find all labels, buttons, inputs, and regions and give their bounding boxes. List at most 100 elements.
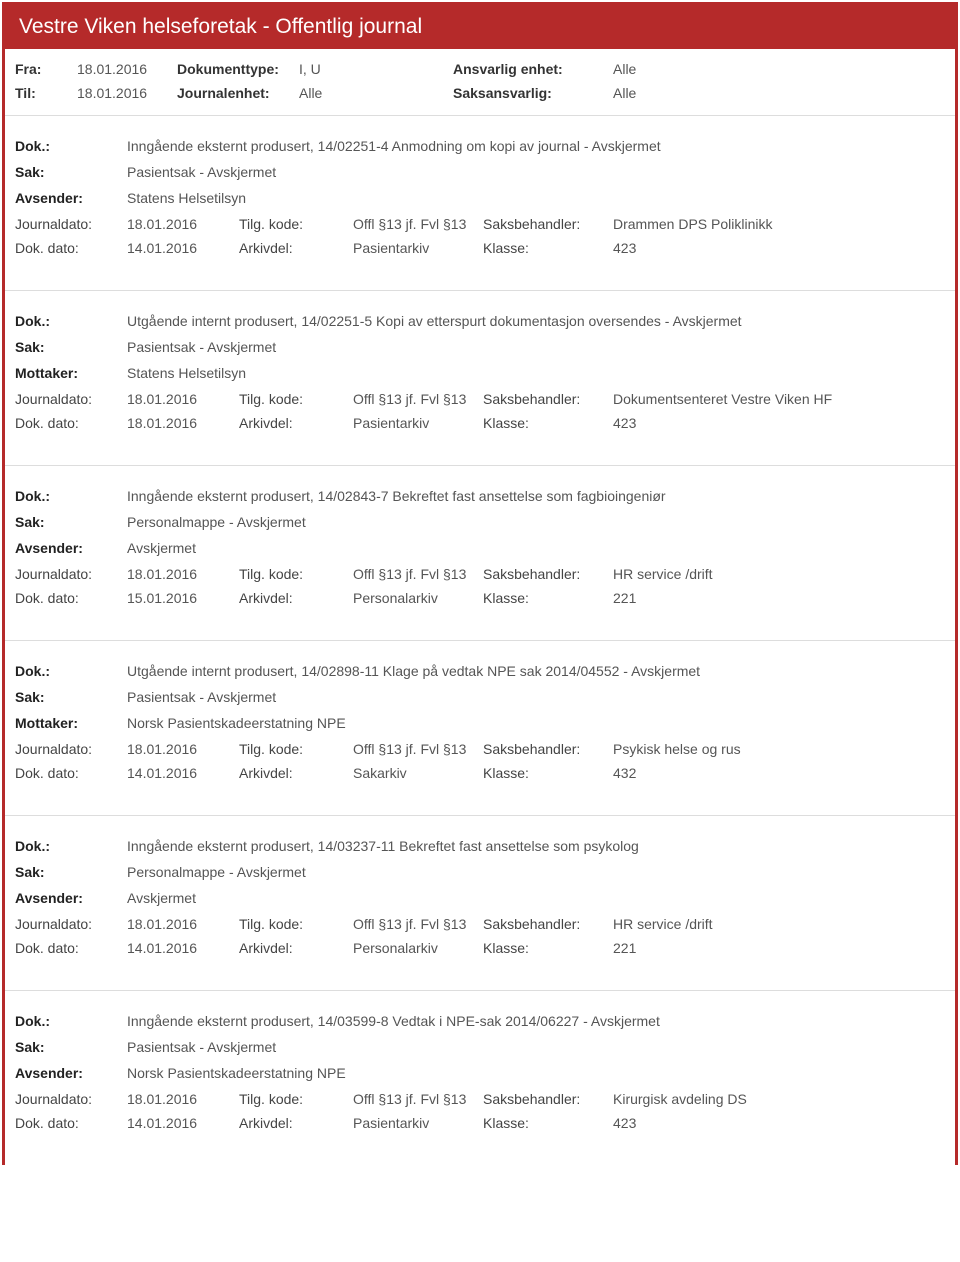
value-party: Avskjermet <box>127 890 945 906</box>
entry-detail-rows: Journaldato:18.01.2016Tilg. kode:Offl §1… <box>15 391 945 431</box>
journal-entry: Dok.:Inngående eksternt produsert, 14/03… <box>5 816 955 991</box>
entry-party-row: Avsender:Statens Helsetilsyn <box>15 190 945 206</box>
label-party: Avsender: <box>15 190 127 206</box>
label-sak: Sak: <box>15 514 127 530</box>
value-dok: Utgående internt produsert, 14/02898-11 … <box>127 663 945 679</box>
detail-row-1: Journaldato:18.01.2016Tilg. kode:Offl §1… <box>15 1091 945 1107</box>
detail-row-2: Dok. dato:14.01.2016Arkivdel:Personalark… <box>15 940 945 956</box>
detail-row-2: Dok. dato:18.01.2016Arkivdel:Pasientarki… <box>15 415 945 431</box>
value-dokdato: 18.01.2016 <box>127 415 239 431</box>
label-tilgkode: Tilg. kode: <box>239 916 353 932</box>
label-klasse: Klasse: <box>483 415 613 431</box>
entry-dok-row: Dok.:Utgående internt produsert, 14/0225… <box>15 313 945 329</box>
entry-dok-row: Dok.:Inngående eksternt produsert, 14/02… <box>15 488 945 504</box>
label-journaldato: Journaldato: <box>15 916 127 932</box>
entry-party-row: Mottaker:Norsk Pasientskadeerstatning NP… <box>15 715 945 731</box>
value-party: Statens Helsetilsyn <box>127 190 945 206</box>
detail-row-2: Dok. dato:15.01.2016Arkivdel:Personalark… <box>15 590 945 606</box>
label-arkivdel: Arkivdel: <box>239 1115 353 1131</box>
value-klasse: 221 <box>613 940 636 956</box>
value-tilgkode: Offl §13 jf. Fvl §13 <box>353 216 483 232</box>
label-dok: Dok.: <box>15 838 127 854</box>
label-party: Avsender: <box>15 540 127 556</box>
entry-sak-row: Sak:Pasientsak - Avskjermet <box>15 689 945 705</box>
detail-row-2: Dok. dato:14.01.2016Arkivdel:Pasientarki… <box>15 1115 945 1131</box>
entry-detail-rows: Journaldato:18.01.2016Tilg. kode:Offl §1… <box>15 741 945 781</box>
entry-detail-rows: Journaldato:18.01.2016Tilg. kode:Offl §1… <box>15 566 945 606</box>
value-klasse: 423 <box>613 415 636 431</box>
value-klasse: 432 <box>613 765 636 781</box>
value-journaldato: 18.01.2016 <box>127 1091 239 1107</box>
label-tilgkode: Tilg. kode: <box>239 391 353 407</box>
value-til: 18.01.2016 <box>77 85 177 101</box>
label-dokumenttype: Dokumenttype: <box>177 61 299 77</box>
entry-party-row: Avsender:Avskjermet <box>15 540 945 556</box>
entry-sak-row: Sak:Pasientsak - Avskjermet <box>15 164 945 180</box>
value-saksansvarlig: Alle <box>613 85 636 101</box>
value-arkivdel: Personalarkiv <box>353 940 483 956</box>
entry-dok-row: Dok.:Inngående eksternt produsert, 14/03… <box>15 1013 945 1029</box>
value-dokdato: 14.01.2016 <box>127 240 239 256</box>
label-saksbehandler: Saksbehandler: <box>483 741 613 757</box>
label-arkivdel: Arkivdel: <box>239 765 353 781</box>
label-til: Til: <box>15 85 77 101</box>
value-arkivdel: Pasientarkiv <box>353 240 483 256</box>
label-saksansvarlig: Saksansvarlig: <box>453 85 613 101</box>
value-tilgkode: Offl §13 jf. Fvl §13 <box>353 566 483 582</box>
value-party: Statens Helsetilsyn <box>127 365 945 381</box>
label-klasse: Klasse: <box>483 1115 613 1131</box>
value-sak: Pasientsak - Avskjermet <box>127 1039 945 1055</box>
value-saksbehandler: HR service /drift <box>613 916 713 932</box>
label-journaldato: Journaldato: <box>15 566 127 582</box>
value-party: Norsk Pasientskadeerstatning NPE <box>127 715 945 731</box>
label-arkivdel: Arkivdel: <box>239 940 353 956</box>
value-saksbehandler: HR service /drift <box>613 566 713 582</box>
label-klasse: Klasse: <box>483 590 613 606</box>
journal-entry: Dok.:Utgående internt produsert, 14/0225… <box>5 291 955 466</box>
journal-entry: Dok.:Utgående internt produsert, 14/0289… <box>5 641 955 816</box>
label-arkivdel: Arkivdel: <box>239 415 353 431</box>
label-sak: Sak: <box>15 864 127 880</box>
label-sak: Sak: <box>15 164 127 180</box>
value-dokdato: 14.01.2016 <box>127 765 239 781</box>
entry-sak-row: Sak:Personalmappe - Avskjermet <box>15 864 945 880</box>
value-arkivdel: Sakarkiv <box>353 765 483 781</box>
label-dokdato: Dok. dato: <box>15 415 127 431</box>
journal-entry: Dok.:Inngående eksternt produsert, 14/02… <box>5 116 955 291</box>
label-journaldato: Journaldato: <box>15 391 127 407</box>
value-journaldato: 18.01.2016 <box>127 391 239 407</box>
entry-detail-rows: Journaldato:18.01.2016Tilg. kode:Offl §1… <box>15 916 945 956</box>
label-saksbehandler: Saksbehandler: <box>483 566 613 582</box>
value-ansvarlig-enhet: Alle <box>613 61 636 77</box>
label-arkivdel: Arkivdel: <box>239 240 353 256</box>
value-tilgkode: Offl §13 jf. Fvl §13 <box>353 391 483 407</box>
value-dok: Inngående eksternt produsert, 14/02843-7… <box>127 488 945 504</box>
value-dokdato: 14.01.2016 <box>127 1115 239 1131</box>
entry-sak-row: Sak:Pasientsak - Avskjermet <box>15 339 945 355</box>
entry-sak-row: Sak:Personalmappe - Avskjermet <box>15 514 945 530</box>
detail-row-2: Dok. dato:14.01.2016Arkivdel:SakarkivKla… <box>15 765 945 781</box>
label-klasse: Klasse: <box>483 240 613 256</box>
journal-entry: Dok.:Inngående eksternt produsert, 14/02… <box>5 466 955 641</box>
label-party: Mottaker: <box>15 365 127 381</box>
label-saksbehandler: Saksbehandler: <box>483 216 613 232</box>
label-dokdato: Dok. dato: <box>15 765 127 781</box>
entry-sak-row: Sak:Pasientsak - Avskjermet <box>15 1039 945 1055</box>
label-dok: Dok.: <box>15 313 127 329</box>
value-journaldato: 18.01.2016 <box>127 566 239 582</box>
value-tilgkode: Offl §13 jf. Fvl §13 <box>353 916 483 932</box>
label-party: Avsender: <box>15 890 127 906</box>
label-dokdato: Dok. dato: <box>15 1115 127 1131</box>
entry-dok-row: Dok.:Inngående eksternt produsert, 14/02… <box>15 138 945 154</box>
value-dokumenttype: I, U <box>299 61 453 77</box>
value-sak: Pasientsak - Avskjermet <box>127 689 945 705</box>
entry-detail-rows: Journaldato:18.01.2016Tilg. kode:Offl §1… <box>15 216 945 256</box>
value-klasse: 221 <box>613 590 636 606</box>
detail-row-1: Journaldato:18.01.2016Tilg. kode:Offl §1… <box>15 216 945 232</box>
label-tilgkode: Tilg. kode: <box>239 1091 353 1107</box>
value-fra: 18.01.2016 <box>77 61 177 77</box>
detail-row-1: Journaldato:18.01.2016Tilg. kode:Offl §1… <box>15 391 945 407</box>
entries-container: Dok.: Inngående eksternt produsert, 14/02… <box>5 116 955 1165</box>
value-tilgkode: Offl §13 jf. Fvl §13 <box>353 741 483 757</box>
value-journaldato: 18.01.2016 <box>127 216 239 232</box>
